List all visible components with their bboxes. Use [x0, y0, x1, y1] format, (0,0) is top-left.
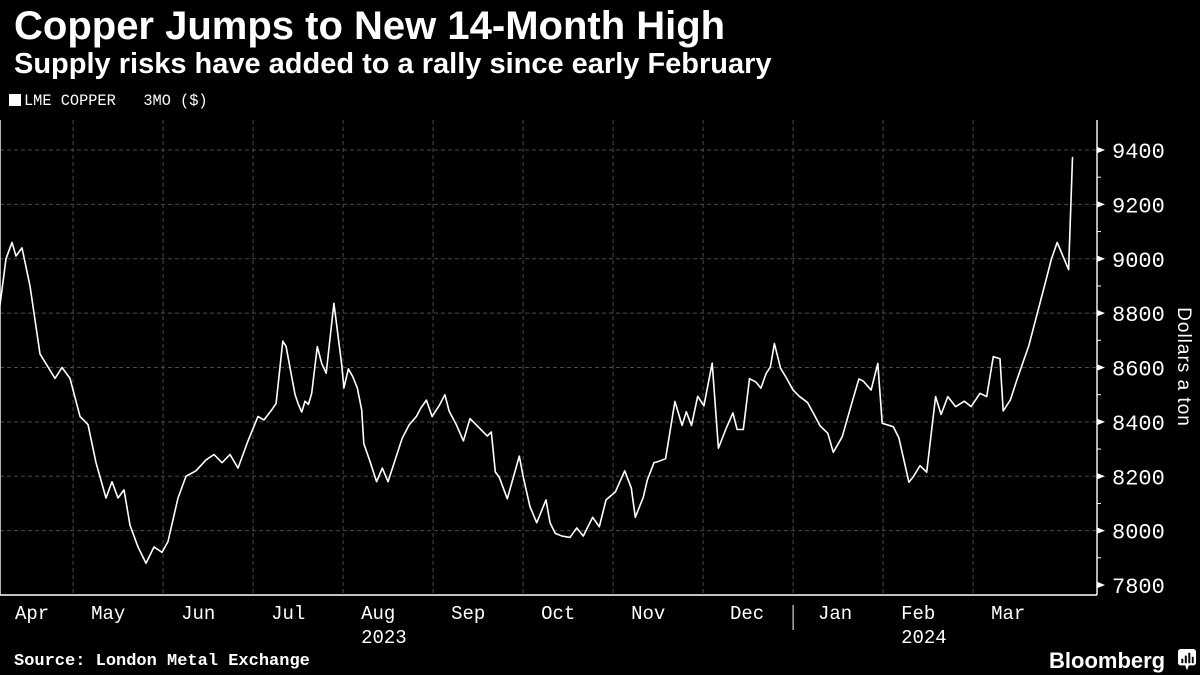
svg-text:Dec: Dec [730, 603, 764, 625]
svg-text:8600: 8600 [1112, 358, 1165, 383]
svg-text:Jul: Jul [271, 603, 305, 625]
svg-text:8000: 8000 [1112, 521, 1165, 546]
svg-text:Mar: Mar [991, 603, 1025, 625]
svg-text:7800: 7800 [1112, 575, 1165, 600]
svg-text:Jun: Jun [181, 603, 215, 625]
svg-text:9200: 9200 [1112, 194, 1165, 219]
svg-text:Nov: Nov [631, 603, 665, 625]
svg-text:8200: 8200 [1112, 466, 1165, 491]
svg-text:Apr: Apr [15, 603, 49, 625]
svg-text:Aug: Aug [361, 603, 395, 625]
svg-text:Oct: Oct [541, 603, 575, 625]
svg-text:8400: 8400 [1112, 412, 1165, 437]
svg-text:May: May [91, 603, 125, 625]
svg-text:Jan: Jan [818, 603, 852, 625]
svg-text:9400: 9400 [1112, 140, 1165, 165]
svg-text:Feb: Feb [901, 603, 935, 625]
svg-text:9000: 9000 [1112, 249, 1165, 274]
svg-text:2024: 2024 [901, 627, 947, 649]
svg-text:2023: 2023 [361, 627, 407, 649]
svg-text:Sep: Sep [451, 603, 485, 625]
svg-text:8800: 8800 [1112, 303, 1165, 328]
